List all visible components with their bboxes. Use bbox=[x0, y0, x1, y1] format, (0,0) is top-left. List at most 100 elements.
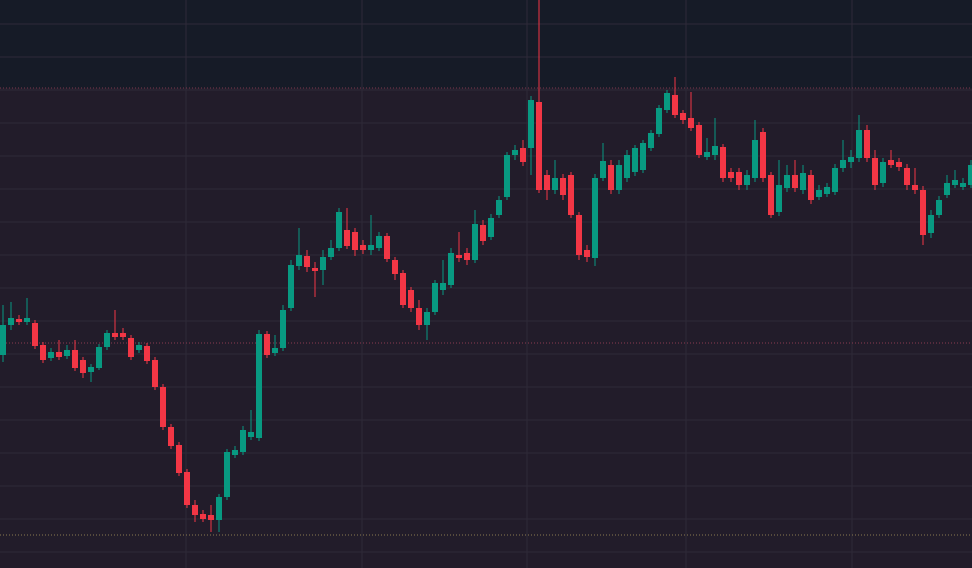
candle-body bbox=[712, 146, 718, 155]
candle-body bbox=[888, 160, 894, 165]
candle-body bbox=[288, 265, 294, 308]
candle-body bbox=[864, 130, 870, 158]
candle-body bbox=[528, 100, 534, 148]
candle-body bbox=[40, 345, 46, 360]
candle-body bbox=[392, 260, 398, 274]
candle-body bbox=[896, 162, 902, 167]
candle-body bbox=[24, 318, 30, 322]
candle-body bbox=[584, 250, 590, 257]
candle-body bbox=[632, 148, 638, 172]
candle-body bbox=[344, 230, 350, 246]
candle-body bbox=[136, 345, 142, 350]
candle-body bbox=[120, 333, 126, 337]
candle-body bbox=[456, 255, 462, 258]
candle-body bbox=[88, 367, 94, 372]
candle-body bbox=[48, 352, 54, 358]
candle-body bbox=[536, 102, 542, 190]
candle-body bbox=[680, 113, 686, 120]
candle-body bbox=[928, 215, 934, 233]
candle-body bbox=[424, 312, 430, 325]
candle-body bbox=[832, 168, 838, 192]
candle-body bbox=[576, 215, 582, 255]
candle-body bbox=[56, 352, 62, 357]
candle-body bbox=[512, 150, 518, 155]
candle-body bbox=[552, 178, 558, 190]
candle-body bbox=[264, 334, 270, 355]
candle-body bbox=[504, 155, 510, 197]
candle-body bbox=[104, 333, 110, 347]
candle-body bbox=[336, 212, 342, 248]
candle-body bbox=[816, 190, 822, 197]
candle-body bbox=[488, 218, 494, 237]
candle-body bbox=[768, 175, 774, 215]
candle-body bbox=[168, 427, 174, 446]
candle-body bbox=[376, 236, 382, 248]
candle-body bbox=[944, 183, 950, 195]
candle-body bbox=[856, 130, 862, 158]
candle-body bbox=[784, 175, 790, 188]
candle-body bbox=[648, 133, 654, 148]
candle-body bbox=[152, 360, 158, 387]
candle-body bbox=[952, 180, 958, 185]
candle-body bbox=[624, 155, 630, 178]
candle-body bbox=[80, 360, 86, 373]
candle-body bbox=[384, 236, 390, 259]
candle-body bbox=[912, 185, 918, 190]
candle-body bbox=[64, 350, 70, 356]
candle-body bbox=[32, 323, 38, 346]
candle-body bbox=[936, 200, 942, 215]
candle-body bbox=[320, 257, 326, 270]
candle-body bbox=[696, 125, 702, 155]
candle-body bbox=[408, 290, 414, 308]
candle-body bbox=[216, 497, 222, 520]
candle-body bbox=[416, 308, 422, 325]
candle-body bbox=[840, 160, 846, 168]
candle-body bbox=[664, 93, 670, 110]
candle-body bbox=[96, 347, 102, 368]
candle-body bbox=[200, 514, 206, 519]
candle-body bbox=[704, 152, 710, 157]
candle-body bbox=[792, 175, 798, 188]
zone-fill bbox=[0, 0, 972, 88]
candle-body bbox=[304, 256, 310, 267]
candle-body bbox=[848, 157, 854, 162]
candle-body bbox=[72, 350, 78, 368]
candle-body bbox=[296, 255, 302, 266]
candle-body bbox=[440, 283, 446, 290]
candle-body bbox=[112, 333, 118, 337]
candle-body bbox=[608, 165, 614, 190]
candle-body bbox=[616, 165, 622, 190]
candle-body bbox=[328, 248, 334, 257]
candle-body bbox=[368, 245, 374, 250]
candle-body bbox=[808, 175, 814, 200]
candle-body bbox=[472, 224, 478, 260]
candle-body bbox=[592, 178, 598, 258]
candle-body bbox=[224, 452, 230, 497]
candle-body bbox=[208, 515, 214, 520]
candle-body bbox=[248, 432, 254, 437]
candle-body bbox=[232, 450, 238, 455]
candle-body bbox=[432, 283, 438, 312]
candle-body bbox=[16, 319, 22, 322]
candle-body bbox=[280, 310, 286, 348]
price-lines bbox=[0, 87, 972, 536]
candle-body bbox=[872, 158, 878, 185]
candle-body bbox=[464, 253, 470, 260]
candle-body bbox=[496, 200, 502, 215]
upper-zone bbox=[0, 0, 972, 88]
candle-body bbox=[920, 190, 926, 235]
candle-body bbox=[736, 172, 742, 185]
candle-body bbox=[128, 338, 134, 357]
candle-body bbox=[400, 273, 406, 305]
candle-body bbox=[600, 161, 606, 178]
candle-body bbox=[520, 148, 526, 162]
candle-body bbox=[560, 178, 566, 195]
candle-body bbox=[776, 185, 782, 212]
candle-body bbox=[480, 225, 486, 241]
candle-body bbox=[544, 175, 550, 190]
candle-body bbox=[272, 348, 278, 353]
candle-body bbox=[800, 173, 806, 190]
candle-body bbox=[640, 143, 646, 170]
